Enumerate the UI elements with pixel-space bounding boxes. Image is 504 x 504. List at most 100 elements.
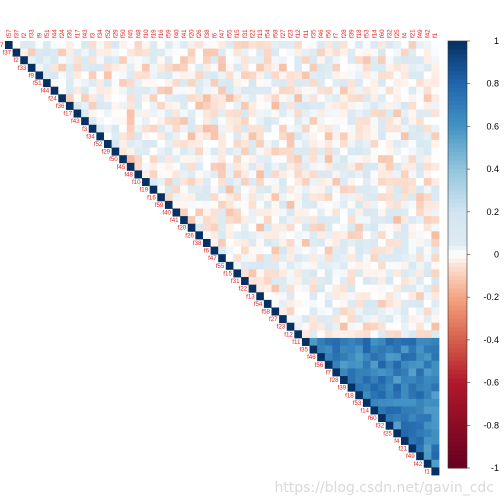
diag-label-f11: f11 [292,339,301,346]
heatmap-cell [233,269,242,278]
heatmap-cell [431,444,440,453]
heatmap-cell [81,94,90,103]
colorbar-tick-label: -0.2 [483,292,499,302]
heatmap-cell [187,109,196,118]
heatmap-cell [355,56,364,65]
heatmap-cell [362,170,371,179]
heatmap-cell [256,238,265,247]
diag-label-f10: f10 [132,179,141,186]
heatmap-cell [309,193,318,202]
heatmap-cell [301,231,310,240]
heatmap-cell [378,269,387,278]
heatmap-cell [423,117,432,126]
heatmap-cell [385,162,394,171]
heatmap-cell [393,94,402,103]
heatmap-cell [172,48,181,57]
heatmap-cell [286,155,295,164]
heatmap-cell [362,353,371,362]
colorbar-segment [448,58,467,63]
heatmap-cell [362,41,371,50]
heatmap-cell [385,139,394,148]
heatmap-cell [180,56,189,65]
heatmap-cell [324,132,333,141]
heatmap-cell [218,200,227,209]
top-label-f57: f57 [6,29,13,38]
heatmap-cell [279,101,288,110]
heatmap-cell [370,63,379,72]
heatmap-cell [317,307,326,316]
heatmap-cell [286,231,295,240]
heatmap-cell [180,109,189,118]
heatmap-cell [431,185,440,194]
heatmap-cell [20,48,29,57]
heatmap-cell [225,208,234,217]
top-label-f3: f3 [90,32,97,38]
heatmap-cell [180,71,189,80]
heatmap-cell [172,132,181,141]
heatmap-cell [378,307,387,316]
heatmap-cell [142,101,151,110]
heatmap-cell [248,94,257,103]
heatmap-cell [309,109,318,118]
heatmap-cell [370,322,379,331]
heatmap-cell [340,315,349,324]
top-label-f17: f17 [74,29,81,38]
heatmap-cell [241,261,250,270]
heatmap-cell [210,63,219,72]
heatmap-cell [233,132,242,141]
heatmap-cell [233,79,242,88]
heatmap-cell [65,86,74,95]
heatmap-cell [362,383,371,392]
heatmap-cell [164,86,173,95]
heatmap-cell [126,139,135,148]
heatmap-cell [400,216,409,225]
heatmap-cell [233,200,242,209]
heatmap-cell [271,193,280,202]
heatmap-cell [218,238,227,247]
heatmap-cell [233,155,242,164]
colorbar-tick-label: 1 [494,36,499,46]
heatmap-cell [172,63,181,72]
heatmap-cell [301,48,310,57]
heatmap-cell [355,162,364,171]
heatmap-cell [81,79,90,88]
heatmap-cell [362,139,371,148]
heatmap-cell [317,208,326,217]
heatmap-cell [385,41,394,50]
heatmap-cell [294,147,303,156]
heatmap-cell [309,292,318,301]
heatmap-cell [347,376,356,385]
heatmap-cell [362,368,371,377]
heatmap-cell [393,269,402,278]
heatmap-cell [340,63,349,72]
heatmap-cell [65,101,74,110]
heatmap-cell [340,170,349,179]
heatmap-cell [149,101,158,110]
heatmap-cell [172,86,181,95]
heatmap-cell [423,109,432,118]
heatmap-cell [332,178,341,187]
heatmap-cell [355,292,364,301]
heatmap-cell [385,71,394,80]
heatmap-cell [340,101,349,110]
heatmap-cell [400,101,409,110]
heatmap-cell [370,200,379,209]
heatmap-cell [362,277,371,286]
heatmap-cell [309,63,318,72]
heatmap-cell [172,117,181,126]
heatmap-cell [431,56,440,65]
heatmap-cell [210,117,219,126]
heatmap-cell [370,398,379,407]
heatmap-cell [347,322,356,331]
heatmap-cell [378,155,387,164]
colorbar-tick-label: -0.8 [483,420,499,430]
heatmap-cell [324,117,333,126]
heatmap-cell [279,139,288,148]
heatmap-cell [294,48,303,57]
top-label-f59: f59 [166,29,173,38]
heatmap-cell [256,101,265,110]
heatmap-cell [218,132,227,141]
heatmap-cell [180,162,189,171]
heatmap-cell [294,231,303,240]
colorbar-segment [448,160,467,166]
